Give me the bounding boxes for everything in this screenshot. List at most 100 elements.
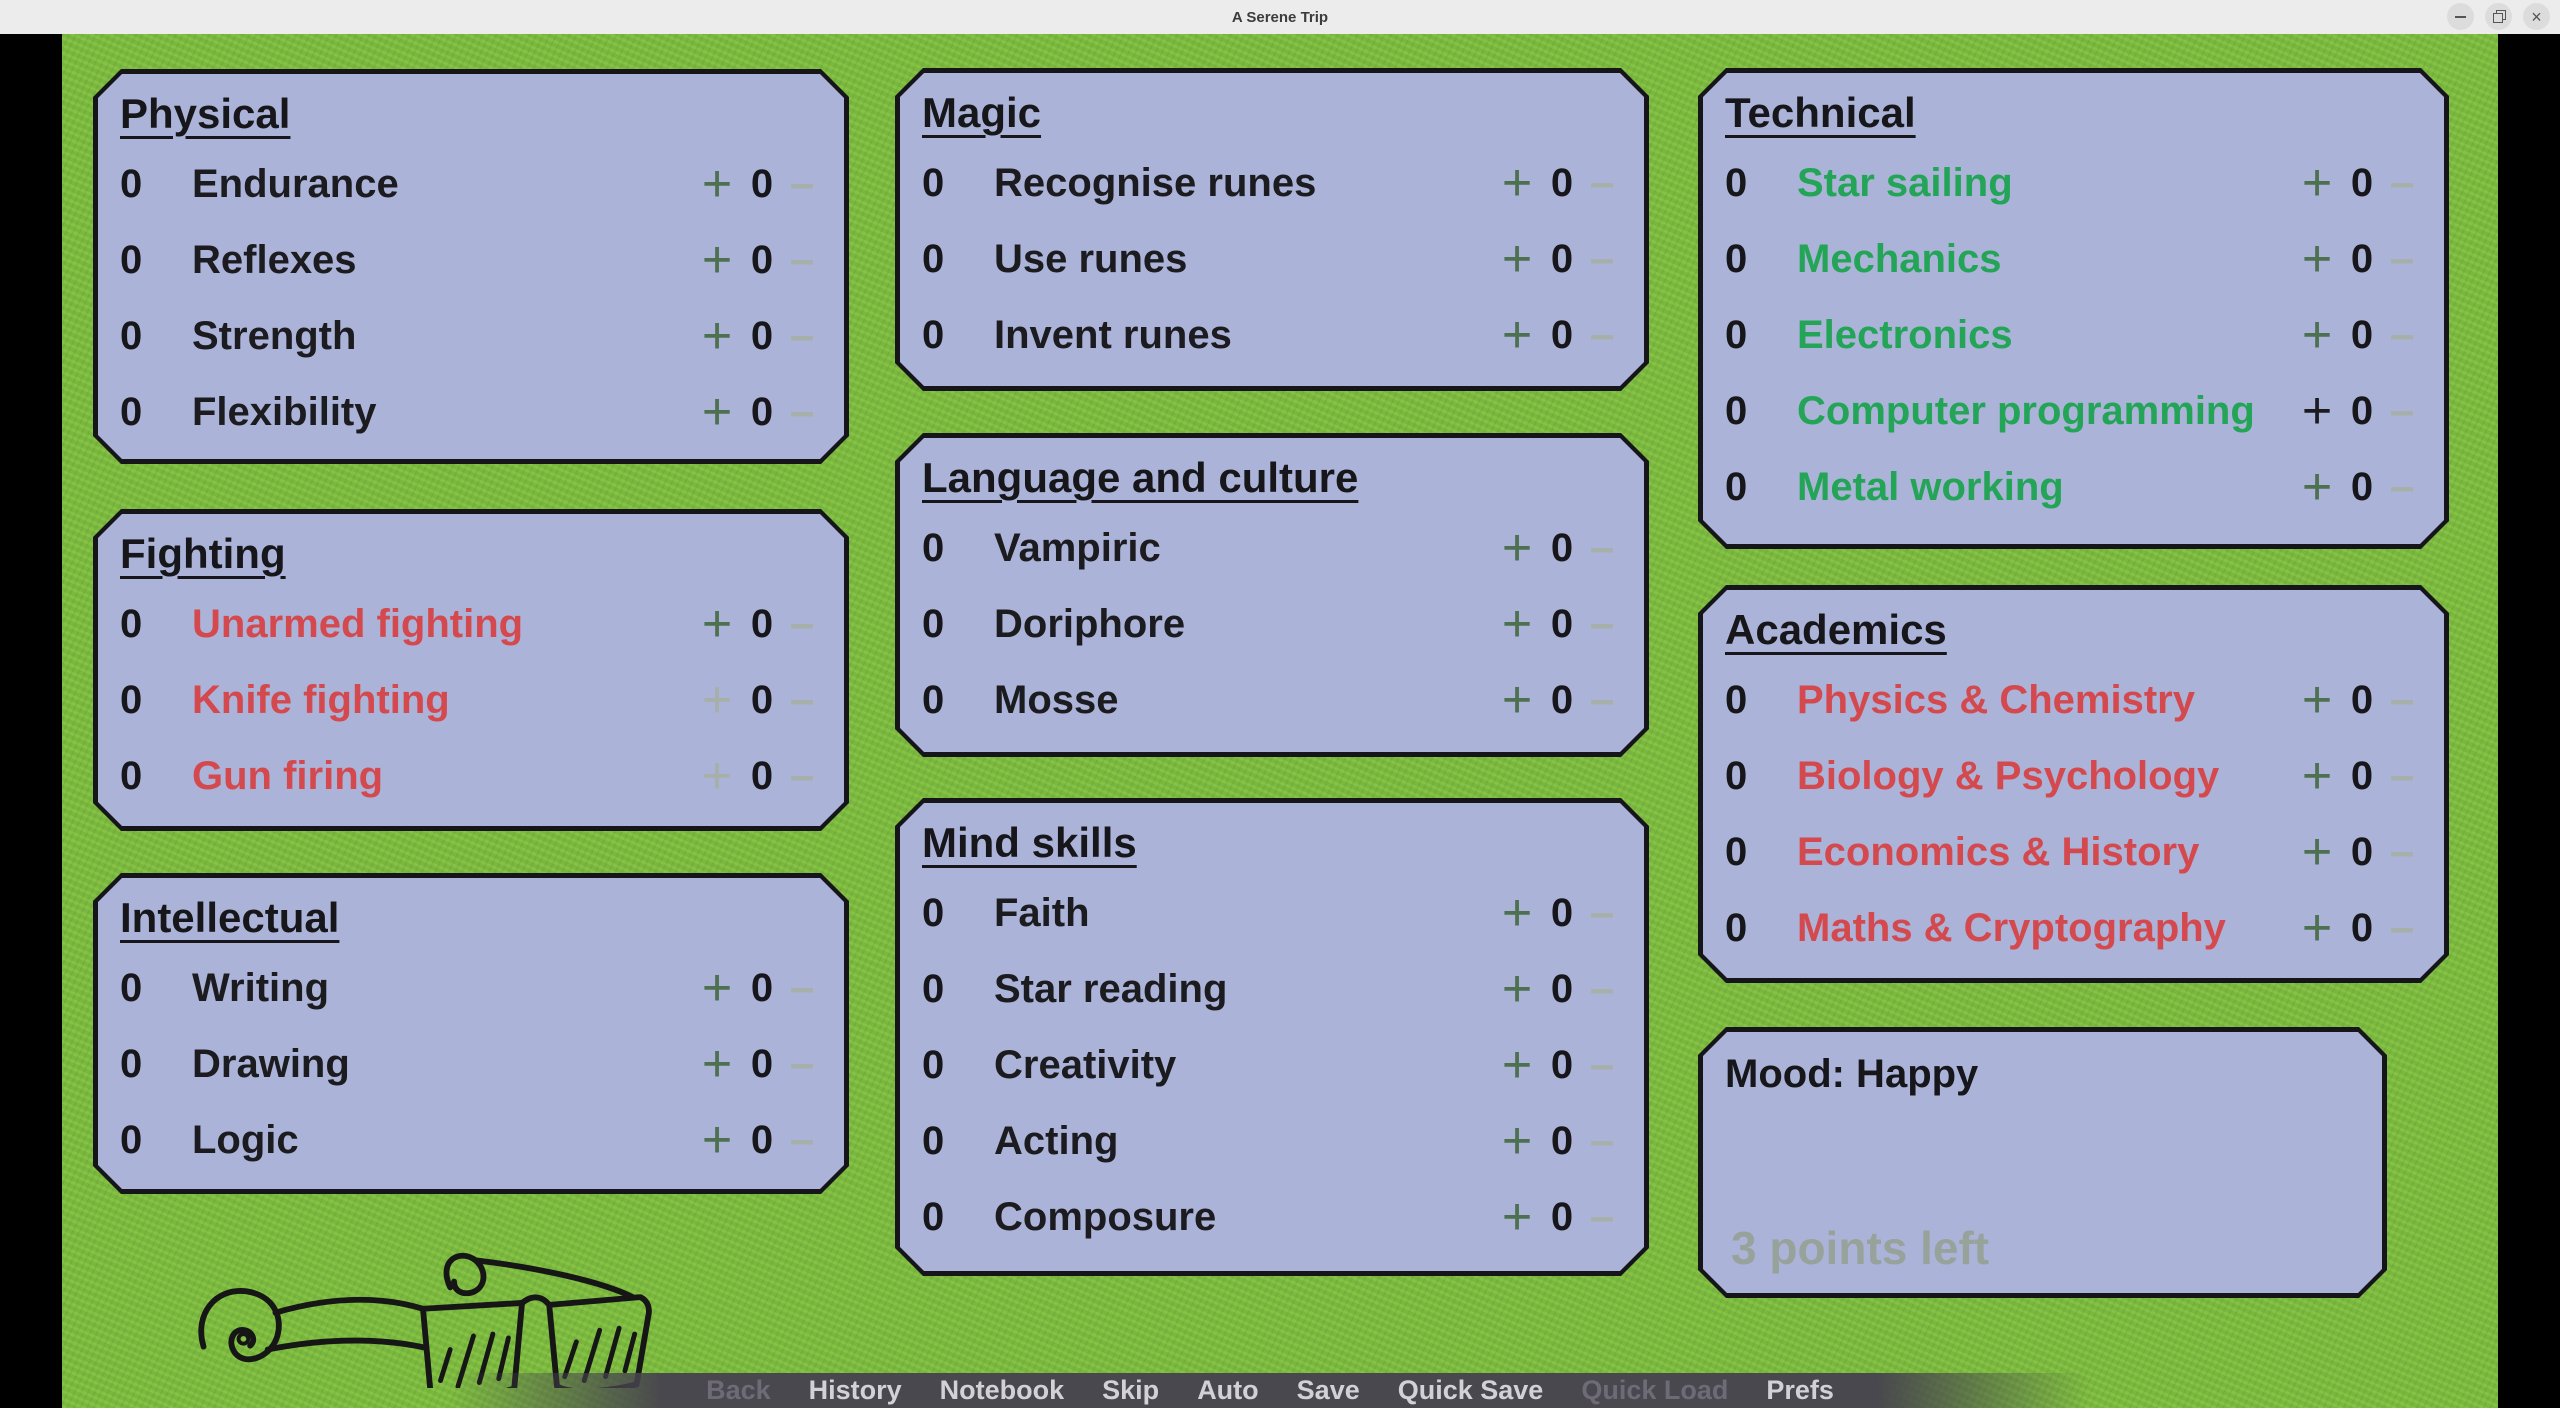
increase-button[interactable]: + [701, 231, 733, 289]
skill-row: 0 Strength +0– [120, 298, 820, 374]
decrease-button: – [1589, 1040, 1615, 1089]
skill-counter: 0 [750, 1041, 774, 1086]
increase-button[interactable]: + [1501, 154, 1533, 212]
decrease-button: – [2389, 158, 2415, 207]
skill-counter: 0 [750, 389, 774, 434]
increase-button[interactable]: + [701, 959, 733, 1017]
quickmenu-notebook[interactable]: Notebook [939, 1375, 1065, 1405]
quickmenu-history[interactable]: History [808, 1375, 902, 1405]
increase-button[interactable]: + [2301, 154, 2333, 212]
increase-button[interactable]: + [2301, 382, 2333, 440]
decrease-button: – [789, 1039, 815, 1088]
skill-row: 0 Logic +0– [120, 1102, 820, 1178]
increase-button[interactable]: + [2301, 747, 2333, 805]
skill-name: Recognise runes [994, 160, 1317, 205]
restore-button[interactable] [2485, 3, 2512, 30]
skill-row: 0 Economics & History +0– [1725, 814, 2420, 890]
skill-row: 0 Mechanics +0– [1725, 221, 2420, 297]
skill-value: 0 [120, 965, 143, 1010]
panel-title: Physical [120, 90, 291, 137]
panel-title: Language and culture [922, 454, 1359, 501]
skill-counter: 0 [750, 237, 774, 282]
quickmenu-prefs[interactable]: Prefs [1766, 1375, 1834, 1405]
quickmenu-save[interactable]: Save [1296, 1375, 1360, 1405]
skill-row: 0 Knife fighting +0– [120, 662, 820, 738]
decrease-button: – [2389, 751, 2415, 800]
skill-counter: 0 [750, 161, 774, 206]
skill-counter: 0 [1550, 1042, 1574, 1087]
skill-row: 0 Invent runes +0– [922, 297, 1620, 373]
skill-value: 0 [120, 313, 143, 358]
skill-row: 0 Doriphore +0– [922, 586, 1620, 662]
skill-counter: 0 [750, 753, 774, 798]
decrease-button: – [789, 159, 815, 208]
skill-name: Endurance [192, 161, 399, 206]
increase-button[interactable]: + [1501, 960, 1533, 1018]
increase-button[interactable]: + [701, 307, 733, 365]
increase-button[interactable]: + [701, 595, 733, 653]
skill-counter: 0 [2350, 677, 2374, 722]
skill-value: 0 [1725, 388, 1748, 433]
skill-counter: 0 [1550, 236, 1574, 281]
increase-button[interactable]: + [2301, 458, 2333, 516]
increase-button[interactable]: + [1501, 230, 1533, 288]
skill-value: 0 [922, 1042, 945, 1087]
skill-value: 0 [922, 312, 945, 357]
panel-fighting: Fighting 0 Unarmed fighting +0–0 Knife fight… [93, 509, 849, 831]
skill-value: 0 [922, 966, 945, 1011]
increase-button[interactable]: + [2301, 230, 2333, 288]
skill-row: 0 Use runes +0– [922, 221, 1620, 297]
skill-name: Biology & Psychology [1797, 753, 2220, 798]
decrease-button: – [1589, 158, 1615, 207]
increase-button[interactable]: + [701, 1111, 733, 1169]
decrease-button: – [789, 1115, 815, 1164]
increase-button[interactable]: + [1501, 671, 1533, 729]
window-controls: × [2447, 3, 2550, 30]
panel-border [93, 509, 849, 831]
close-button[interactable]: × [2523, 3, 2550, 30]
skill-row: 0 Writing +0– [120, 950, 820, 1026]
decrease-button: – [2389, 675, 2415, 724]
increase-button[interactable]: + [701, 1035, 733, 1093]
skill-value: 0 [120, 1041, 143, 1086]
skill-value: 0 [922, 236, 945, 281]
quickmenu-back: Back [706, 1375, 771, 1405]
increase-button[interactable]: + [701, 383, 733, 441]
increase-button[interactable]: + [1501, 595, 1533, 653]
increase-button[interactable]: + [1501, 306, 1533, 364]
decrease-button: – [789, 387, 815, 436]
skill-name: Mosse [994, 677, 1119, 722]
quickmenu-auto[interactable]: Auto [1197, 1375, 1259, 1405]
quickmenu-quick-save[interactable]: Quick Save [1397, 1375, 1544, 1405]
increase-button[interactable]: + [1501, 1188, 1533, 1246]
skill-value: 0 [922, 525, 945, 570]
skill-row: 0 Maths & Cryptography +0– [1725, 890, 2420, 966]
increase-button[interactable]: + [2301, 899, 2333, 957]
increase-button[interactable]: + [1501, 519, 1533, 577]
increase-button[interactable]: + [1501, 1036, 1533, 1094]
panel-title: Mind skills [922, 819, 1137, 866]
skill-value: 0 [1725, 312, 1748, 357]
increase-button[interactable]: + [2301, 823, 2333, 881]
panel-academics: Academics 0 Physics & Chemistry +0–0 Biology… [1698, 585, 2449, 983]
increase-button[interactable]: + [701, 155, 733, 213]
panel-border [895, 433, 1649, 757]
panel-physical: Physical 0 Endurance +0–0 Reflexes +0–0 Streng… [93, 69, 849, 464]
skill-row: 0 Computer programming +0– [1725, 373, 2420, 449]
skill-name: Gun firing [192, 753, 384, 798]
skill-name: Acting [994, 1118, 1119, 1163]
increase-button[interactable]: + [2301, 306, 2333, 364]
minimize-button[interactable] [2447, 3, 2474, 30]
increase-button[interactable]: + [1501, 1112, 1533, 1170]
increase-button[interactable]: + [2301, 671, 2333, 729]
mood-panel: Mood: Happy 3 points left [1698, 1027, 2387, 1298]
skill-row: 0 Biology & Psychology +0– [1725, 738, 2420, 814]
skill-row: 0 Faith +0– [922, 875, 1620, 951]
quickmenu-skip[interactable]: Skip [1102, 1375, 1160, 1405]
increase-button[interactable]: + [1501, 884, 1533, 942]
skill-counter: 0 [750, 1117, 774, 1162]
skill-counter: 0 [1550, 890, 1574, 935]
decrease-button: – [789, 235, 815, 284]
panel-language: Language and culture 0 Vampiric +0–0 Doripho… [895, 433, 1649, 757]
skill-value: 0 [1725, 753, 1748, 798]
